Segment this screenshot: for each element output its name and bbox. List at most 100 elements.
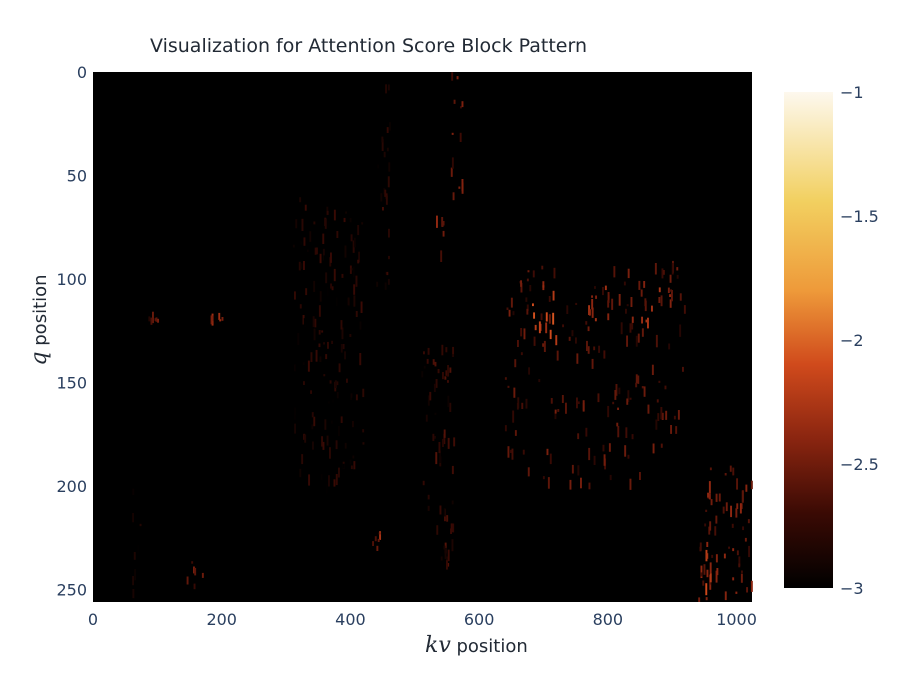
heatmap-cell <box>325 483 328 494</box>
heatmap-cell <box>340 320 343 330</box>
heatmap-cell <box>508 309 511 317</box>
heatmap-cell <box>345 211 348 214</box>
heatmap-cell <box>422 480 425 486</box>
heatmap-cell <box>355 311 358 317</box>
heatmap-cell <box>434 412 437 415</box>
heatmap-cell <box>631 322 634 330</box>
heatmap-cell <box>362 429 365 433</box>
heatmap-cell <box>542 343 545 347</box>
x-axis-ticks: 0 200 400 600 800 1000 <box>88 610 757 629</box>
heatmap-cell <box>433 383 436 392</box>
x-axis-symbol: kv <box>425 633 451 658</box>
heatmap-cell <box>387 278 390 285</box>
heatmap-cell <box>307 360 310 372</box>
heatmap-cell <box>434 361 437 367</box>
heatmap-cell <box>388 162 391 172</box>
heatmap-cell <box>451 539 454 552</box>
heatmap-cell <box>294 423 297 434</box>
heatmap-cell <box>300 241 303 245</box>
heatmap-cells <box>132 72 753 602</box>
heatmap-cell <box>553 267 556 279</box>
heatmap-cell <box>625 427 628 438</box>
heatmap-cell <box>722 506 725 514</box>
heatmap-cell <box>292 244 295 248</box>
heatmap-cell <box>317 452 320 460</box>
heatmap-cell <box>580 477 582 489</box>
heatmap-cell <box>344 442 347 449</box>
heatmap-cell <box>731 523 734 528</box>
heatmap-cell <box>532 270 535 278</box>
heatmap-cell <box>627 268 630 279</box>
heatmap-cell <box>322 248 325 261</box>
heatmap-cell <box>748 545 751 558</box>
heatmap-cell <box>453 437 456 447</box>
heatmap-cell <box>341 327 344 340</box>
heatmap-cell <box>511 448 514 460</box>
heatmap-cell <box>708 493 711 500</box>
heatmap-cell <box>607 292 610 303</box>
heatmap-cell <box>443 508 446 517</box>
heatmap-cell <box>132 513 135 523</box>
heatmap-cell <box>629 478 632 490</box>
heatmap-cell <box>571 464 574 474</box>
heatmap-cell <box>538 321 541 334</box>
heatmap-cell <box>302 362 305 365</box>
heatmap-cell <box>352 467 355 474</box>
heatmap-cell <box>735 591 738 594</box>
heatmap-cell <box>435 379 438 388</box>
heatmap-cell <box>576 353 579 364</box>
heatmap-cell <box>546 448 549 456</box>
heatmap-cell <box>528 367 531 375</box>
heatmap-cell <box>342 344 345 350</box>
heatmap-cell <box>526 308 529 315</box>
heatmap-cell <box>735 508 738 518</box>
heatmap-cell <box>715 570 718 583</box>
heatmap-cell <box>683 305 686 314</box>
heatmap-cell <box>506 307 509 310</box>
heatmap-cell <box>526 304 529 312</box>
heatmap-cell <box>510 449 512 453</box>
heatmap-cell <box>671 263 674 275</box>
heatmap-cell <box>706 553 709 559</box>
heatmap-cell <box>698 597 701 602</box>
heatmap-cell <box>300 263 303 269</box>
heatmap-cell <box>311 424 314 430</box>
heatmap-cell <box>352 421 354 428</box>
heatmap-cell <box>384 189 387 197</box>
heatmap-cell <box>504 377 507 380</box>
heatmap-cell <box>565 402 567 414</box>
heatmap-cell <box>657 413 660 421</box>
heatmap-cell <box>350 234 353 242</box>
heatmap-cell <box>545 312 548 322</box>
heatmap-cell <box>357 225 360 236</box>
heatmap-cell <box>338 363 341 373</box>
heatmap-cell <box>512 311 515 316</box>
heatmap-cell <box>326 286 329 297</box>
heatmap-cell <box>306 423 309 434</box>
heatmap-cell <box>627 454 630 459</box>
heatmap-cell <box>436 215 438 228</box>
heatmap-cell <box>322 233 325 244</box>
heatmap-cell <box>323 255 326 266</box>
heatmap-cell <box>661 268 664 279</box>
heatmap-cell <box>728 546 731 549</box>
heatmap-cell <box>452 346 455 357</box>
heatmap-cell <box>329 380 332 384</box>
heatmap-cell <box>745 484 748 492</box>
heatmap-cell <box>387 84 390 91</box>
heatmap-cell <box>514 430 517 436</box>
heatmap-cell <box>587 326 590 332</box>
x-tick-label: 0 <box>88 610 98 629</box>
heatmap-cell <box>738 556 741 566</box>
heatmap-cell <box>442 372 444 380</box>
heatmap-cell <box>671 290 673 302</box>
heatmap-cell <box>577 433 580 440</box>
heatmap-cell <box>360 301 363 313</box>
heatmap-cell <box>616 422 619 427</box>
heatmap-cell <box>218 312 221 320</box>
y-tick-label: 100 <box>56 270 87 289</box>
heatmap-cell <box>730 505 733 518</box>
heatmap-cell <box>429 391 432 401</box>
heatmap-cell <box>219 319 222 322</box>
heatmap-cell <box>334 380 337 388</box>
